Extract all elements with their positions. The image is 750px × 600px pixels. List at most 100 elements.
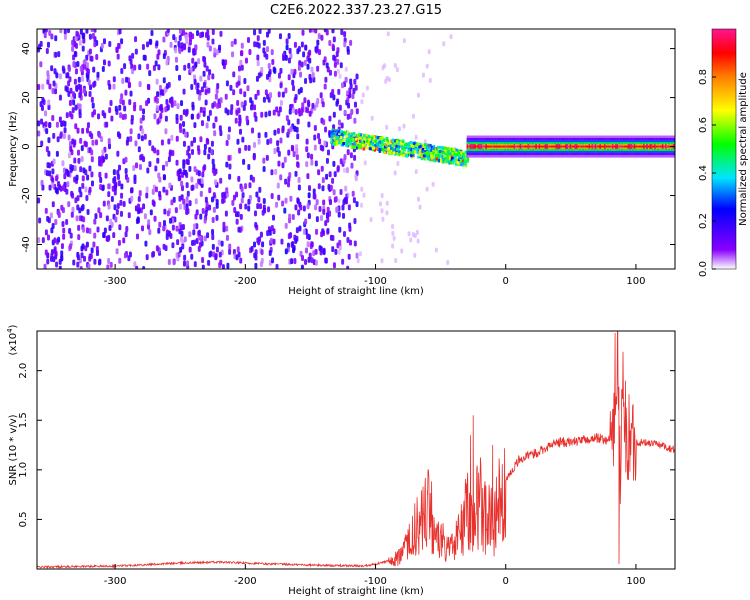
heatmap-cell [122, 200, 126, 207]
heatmap-cell [322, 208, 326, 215]
heatmap-cell [55, 72, 59, 79]
heatmap-cell [321, 101, 325, 108]
heatmap-cell [54, 88, 58, 95]
heatmap-cell [332, 262, 336, 269]
heatmap-cell [347, 204, 351, 211]
heatmap-cell [310, 257, 314, 264]
heatmap-cell [311, 102, 315, 109]
heatmap-cell [466, 159, 469, 163]
heatmap-cell [377, 148, 380, 152]
heatmap-cell [306, 233, 310, 240]
heatmap-cell [411, 113, 415, 119]
heatmap-cell [468, 145, 471, 148]
heatmap-cell [227, 155, 231, 162]
heatmap-cell [427, 49, 431, 55]
heatmap-cell [88, 91, 92, 98]
heatmap-cell [510, 145, 514, 148]
heatmap-cell [182, 260, 186, 267]
heatmap-cell [358, 136, 362, 140]
heatmap-cell [352, 143, 355, 147]
heatmap-cell [211, 38, 215, 45]
heatmap-cell [293, 234, 297, 241]
heatmap-cell [287, 74, 291, 81]
heatmap-cell [67, 134, 71, 141]
heatmap-cell [362, 147, 366, 151]
heatmap-cell [58, 94, 62, 101]
heatmap-cell [629, 145, 632, 148]
heatmap-cell [117, 42, 121, 49]
heatmap-cell [408, 145, 411, 149]
heatmap-cell [239, 128, 243, 135]
heatmap-cell [586, 145, 590, 148]
heatmap-cell [552, 145, 556, 148]
heatmap-cell [333, 171, 337, 178]
heatmap-cell [309, 77, 313, 84]
heatmap-cell [120, 38, 124, 45]
heatmap-cell [166, 104, 170, 111]
heatmap-cell [247, 37, 251, 44]
heatmap-cell [426, 153, 430, 157]
heatmap-cell [104, 153, 108, 160]
snr-y-tick-label: 1.0 [18, 462, 29, 478]
heatmap-cell [513, 145, 517, 148]
heatmap-cell [287, 233, 291, 240]
heatmap-cell [208, 109, 212, 116]
heatmap-cell [145, 100, 149, 107]
heatmap-cell [371, 136, 374, 140]
heatmap-cell [526, 145, 529, 148]
heatmap-cell [90, 149, 94, 156]
heatmap-cell [394, 258, 398, 264]
heatmap-cell [204, 210, 208, 217]
heatmap-cell [53, 68, 57, 75]
heatmap-cell [231, 51, 235, 58]
heatmap-cell [182, 159, 186, 166]
heatmap-cell [446, 150, 450, 154]
heatmap-cell [332, 130, 335, 134]
heatmap-cell [443, 160, 447, 164]
heatmap-cell [266, 139, 270, 146]
heatmap-cell [307, 185, 311, 192]
heatmap-cell [110, 196, 114, 203]
heatmap-cell [317, 132, 321, 139]
heatmap-cell [238, 117, 242, 124]
heatmap-cell [226, 262, 230, 269]
heatmap-cell [123, 105, 127, 112]
heatmap-cell [367, 134, 371, 138]
heatmap-cell [151, 199, 155, 206]
heatmap-cell [458, 163, 462, 167]
heatmap-cell [343, 167, 347, 173]
heatmap-cell [352, 88, 356, 95]
heatmap-cell [40, 104, 44, 111]
heatmap-cell [142, 203, 146, 210]
heatmap-cell [651, 145, 654, 148]
heatmap-cell [438, 149, 442, 153]
heatmap-cell [256, 89, 260, 96]
heatmap-cell [121, 99, 125, 106]
heatmap-cell [141, 43, 145, 50]
heatmap-cell [349, 152, 353, 159]
heatmap-cell [423, 143, 427, 147]
heatmap-cell [74, 35, 78, 42]
heatmap-cell [432, 147, 435, 151]
heatmap-cell [44, 229, 48, 236]
heatmap-cell [82, 87, 86, 94]
heatmap-cell [350, 143, 354, 147]
snr-x-tick-label: -300 [104, 576, 127, 587]
heatmap-cell [519, 145, 523, 148]
heatmap-cell [323, 140, 327, 147]
heatmap-cell [333, 136, 336, 140]
heatmap-cell [206, 115, 210, 122]
heatmap-cell [352, 197, 356, 204]
heatmap-cell [264, 89, 268, 96]
heatmap-cell [52, 80, 56, 87]
snr-x-tick-label: 0 [503, 576, 509, 587]
heatmap-cell [363, 160, 367, 166]
heatmap-cell [338, 104, 342, 111]
heatmap-cell [630, 145, 634, 148]
heatmap-cell [441, 160, 445, 164]
heatmap-cell [256, 35, 260, 42]
heatmap-cell [551, 145, 554, 148]
heatmap-cell [222, 221, 226, 228]
heatmap-frame [36, 28, 676, 270]
heatmap-cell [109, 99, 113, 106]
